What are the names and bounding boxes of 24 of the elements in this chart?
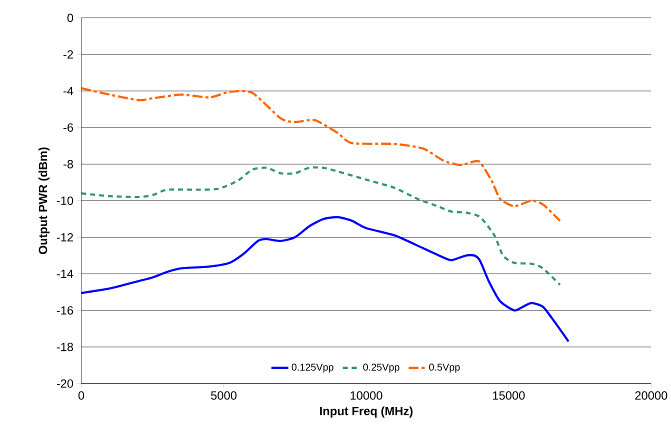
x-tick-label: 10000 <box>350 391 382 400</box>
y-axis-title: Output PWR (dBm) <box>38 147 50 254</box>
line-series <box>81 166 562 286</box>
x-axis-title: Input Freq (MHz) <box>320 406 413 418</box>
y-tick-label: -2 <box>64 50 73 59</box>
y-tick-label: -18 <box>56 342 74 352</box>
y-tick-label: 0 <box>67 14 74 22</box>
y-tick-label: -16 <box>56 306 74 315</box>
legend-label: 0.5Vpp <box>429 364 460 373</box>
y-tick-label: -12 <box>56 233 73 242</box>
x-tick-label: 15000 <box>493 391 525 400</box>
y-tick-label: -8 <box>64 160 74 168</box>
y-tick-label: -10 <box>56 196 74 205</box>
legend-label: 0.25Vpp <box>363 364 400 373</box>
line-series <box>81 216 570 343</box>
legend-label: 0.125Vpp <box>292 364 334 373</box>
y-tick-label: -4 <box>64 86 74 96</box>
x-tick-label: 0 <box>78 391 84 400</box>
x-tick-label: 20000 <box>635 391 668 400</box>
y-tick-label: -20 <box>56 379 74 388</box>
x-tick-label: 5000 <box>211 391 237 400</box>
y-tick-label: -14 <box>56 270 74 278</box>
y-tick-label: -6 <box>64 123 74 132</box>
line-series <box>81 87 562 222</box>
